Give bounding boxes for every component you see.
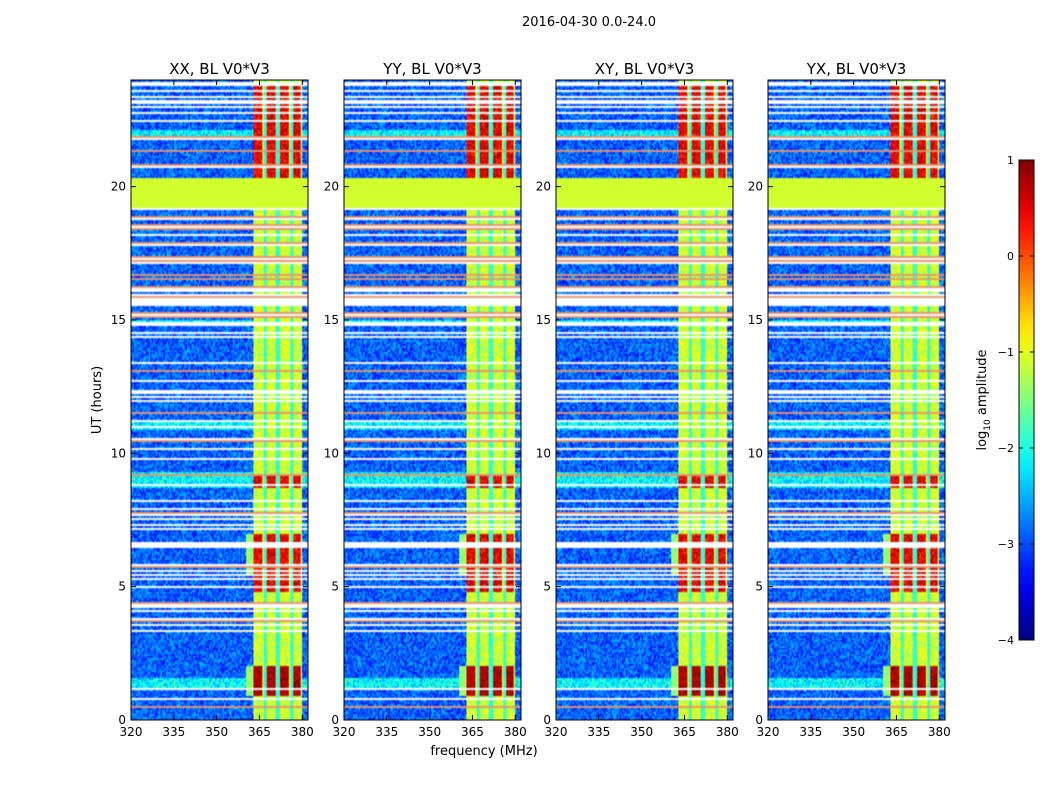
heatmap-image bbox=[131, 80, 308, 720]
x-tick-label: 335 bbox=[587, 725, 610, 739]
colorbar-tick-label: −4 bbox=[998, 634, 1014, 647]
y-tick-label: 0 bbox=[331, 713, 339, 727]
x-tick-label: 380 bbox=[504, 725, 527, 739]
panel-title: XY, BL V0*V3 bbox=[595, 60, 695, 78]
x-tick-label: 365 bbox=[885, 725, 908, 739]
panel-1: XX, BL V0*V3 320 335 350 365 380 0 5 10 15 20 bbox=[111, 60, 314, 739]
x-tick-label: 335 bbox=[375, 725, 398, 739]
y-tick-label: 10 bbox=[111, 446, 126, 460]
x-tick-label: 320 bbox=[757, 725, 780, 739]
y-tick-label: 20 bbox=[111, 180, 126, 194]
panel-title: YX, BL V0*V3 bbox=[806, 60, 907, 78]
x-tick-label: 380 bbox=[716, 725, 739, 739]
plot-frame bbox=[130, 79, 309, 721]
colorbar-tick-label: −1 bbox=[998, 346, 1014, 359]
panel-3: XY, BL V0*V3 320 335 350 365 380 0 5 10 15 20 bbox=[536, 60, 739, 739]
x-tick-label: 380 bbox=[928, 725, 951, 739]
panel-title: YY, BL V0*V3 bbox=[382, 60, 481, 78]
x-tick-label: 350 bbox=[842, 725, 865, 739]
heatmap-image bbox=[768, 80, 945, 720]
x-tick-label: 320 bbox=[333, 725, 356, 739]
chart-suptitle: 2016-04-30 0.0-24.0 bbox=[522, 15, 656, 30]
x-axis-label: frequency (MHz) bbox=[430, 744, 537, 759]
x-tick-label: 350 bbox=[418, 725, 441, 739]
y-tick-label: 5 bbox=[755, 580, 763, 594]
colorbar-gradient bbox=[1018, 159, 1035, 641]
y-tick-label: 5 bbox=[331, 580, 339, 594]
x-tick-label: 350 bbox=[205, 725, 228, 739]
y-tick-label: 5 bbox=[118, 580, 126, 594]
x-tick-label: 365 bbox=[461, 725, 484, 739]
colorbar-tick-label: 0 bbox=[1007, 250, 1014, 263]
x-tick-label: 335 bbox=[799, 725, 822, 739]
x-tick-label: 365 bbox=[248, 725, 271, 739]
panel-2: YY, BL V0*V3 320 335 350 365 380 0 5 10 15 20 bbox=[324, 60, 527, 739]
panel-title: XX, BL V0*V3 bbox=[169, 60, 270, 78]
heatmap-image bbox=[344, 80, 521, 720]
colorbar-tick-label: −3 bbox=[998, 538, 1014, 551]
y-tick-label: 0 bbox=[118, 713, 126, 727]
colorbar-tick-label: −2 bbox=[998, 442, 1014, 455]
y-tick-label: 20 bbox=[748, 180, 763, 194]
x-tick-label: 350 bbox=[630, 725, 653, 739]
x-tick-label: 320 bbox=[545, 725, 568, 739]
x-tick-label: 365 bbox=[673, 725, 696, 739]
y-tick-label: 15 bbox=[536, 313, 551, 327]
y-tick-label: 0 bbox=[755, 713, 763, 727]
y-tick-label: 5 bbox=[543, 580, 551, 594]
plot-frame bbox=[555, 79, 734, 721]
y-tick-label: 15 bbox=[748, 313, 763, 327]
y-tick-label: 15 bbox=[111, 313, 126, 327]
plot-frame bbox=[343, 79, 522, 721]
y-axis-label: UT (hours) bbox=[90, 366, 105, 434]
y-tick-label: 0 bbox=[543, 713, 551, 727]
colorbar-label: log10 amplitude bbox=[975, 349, 993, 450]
x-tick-label: 380 bbox=[291, 725, 314, 739]
y-tick-label: 10 bbox=[324, 446, 339, 460]
x-tick-label: 320 bbox=[120, 725, 143, 739]
panel-4: YX, BL V0*V3 320 335 350 365 380 0 5 10 15 20 bbox=[748, 60, 951, 739]
y-tick-label: 15 bbox=[324, 313, 339, 327]
y-tick-label: 10 bbox=[748, 446, 763, 460]
plot-frame bbox=[767, 79, 946, 721]
colorbar: 1 0 −1 −2 −3 −4 log10 amplitude bbox=[975, 154, 1035, 647]
y-tick-label: 20 bbox=[324, 180, 339, 194]
y-tick-label: 10 bbox=[536, 446, 551, 460]
heatmap-image bbox=[556, 80, 733, 720]
x-tick-label: 335 bbox=[162, 725, 185, 739]
y-tick-label: 20 bbox=[536, 180, 551, 194]
colorbar-tick-label: 1 bbox=[1007, 154, 1014, 167]
